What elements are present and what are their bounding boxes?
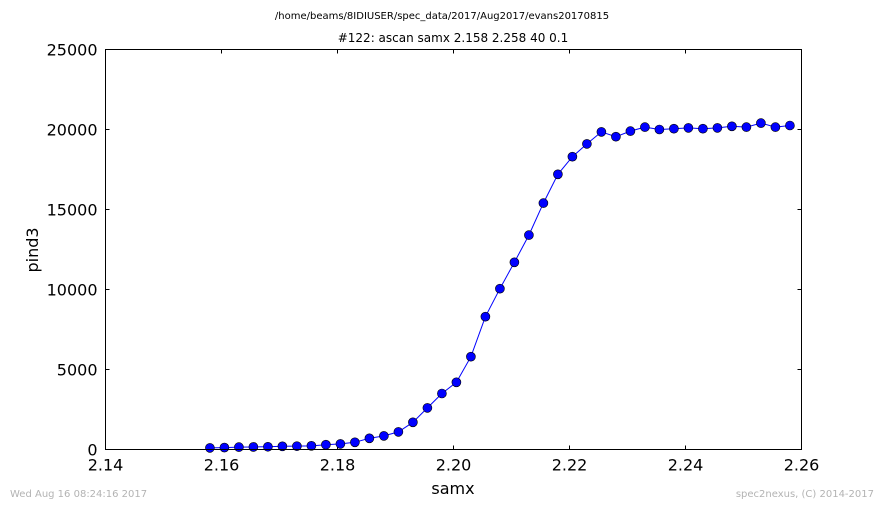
data-point [393, 427, 404, 437]
data-point [611, 131, 621, 142]
y-tick-label: 25000 [47, 41, 98, 60]
axes-layer: 2.14 2.16 2.18 2.20 2.22 2.24 2.26 0 5000 10000 15… [47, 41, 820, 475]
x-tick-label: 2.24 [668, 456, 704, 475]
data-point [756, 118, 766, 128]
file-path-text: /home/beams/8IDIUSER/spec_data/2017/Aug2… [275, 11, 609, 22]
data-point [785, 120, 795, 131]
data-point [451, 377, 462, 388]
data-point [364, 433, 375, 444]
data-point [306, 441, 317, 451]
y-tick-label: 5000 [57, 361, 98, 380]
x-tick-label: 2.20 [436, 456, 472, 475]
plot-area [105, 49, 802, 450]
data-point [524, 230, 534, 240]
data-point [437, 388, 447, 399]
data-point [741, 122, 752, 132]
data-point [350, 437, 360, 448]
data-point [205, 443, 215, 453]
data-point [335, 439, 346, 449]
y-tick-label: 20000 [47, 121, 98, 140]
copyright-footer: spec2nexus, (C) 2014-2017 [735, 489, 874, 500]
chart-title: #122: ascan samx 2.158 2.258 40 0.1 [338, 31, 569, 45]
data-point [379, 431, 389, 441]
data-point [219, 442, 230, 453]
data-point [234, 442, 244, 452]
data-layer [205, 118, 795, 453]
data-point [422, 403, 433, 413]
data-point [596, 127, 607, 137]
data-point [654, 124, 665, 135]
x-tick-label: 2.22 [552, 456, 588, 475]
data-point [509, 257, 520, 268]
x-axis-label: samx [431, 479, 474, 498]
data-point [277, 441, 288, 452]
data-point [683, 123, 694, 133]
data-point [698, 123, 708, 134]
plot-frame [105, 49, 802, 450]
data-point [480, 311, 491, 322]
data-point [538, 198, 549, 208]
timestamp-footer: Wed Aug 16 08:24:16 2017 [10, 489, 148, 500]
y-tick-label: 15000 [47, 201, 98, 220]
x-tick-label: 2.14 [88, 456, 124, 475]
data-point [495, 283, 505, 294]
data-point [727, 121, 737, 132]
data-point [567, 151, 578, 162]
y-tick-label: 10000 [47, 281, 98, 300]
data-point [770, 122, 781, 132]
data-point [248, 442, 259, 452]
x-tick-label: 2.18 [320, 456, 356, 475]
y-tick-label: 0 [87, 441, 97, 460]
data-point [292, 441, 302, 451]
data-point [553, 169, 563, 180]
data-point [321, 439, 331, 450]
data-point [712, 123, 723, 133]
x-tick-label: 2.16 [204, 456, 240, 475]
data-point [625, 126, 636, 136]
data-point [640, 122, 650, 132]
data-point [582, 139, 592, 149]
x-tick-label: 2.26 [784, 456, 820, 475]
y-axis-label: pind3 [23, 227, 42, 272]
data-point [408, 417, 418, 428]
data-point [669, 123, 679, 134]
data-point [466, 351, 476, 362]
